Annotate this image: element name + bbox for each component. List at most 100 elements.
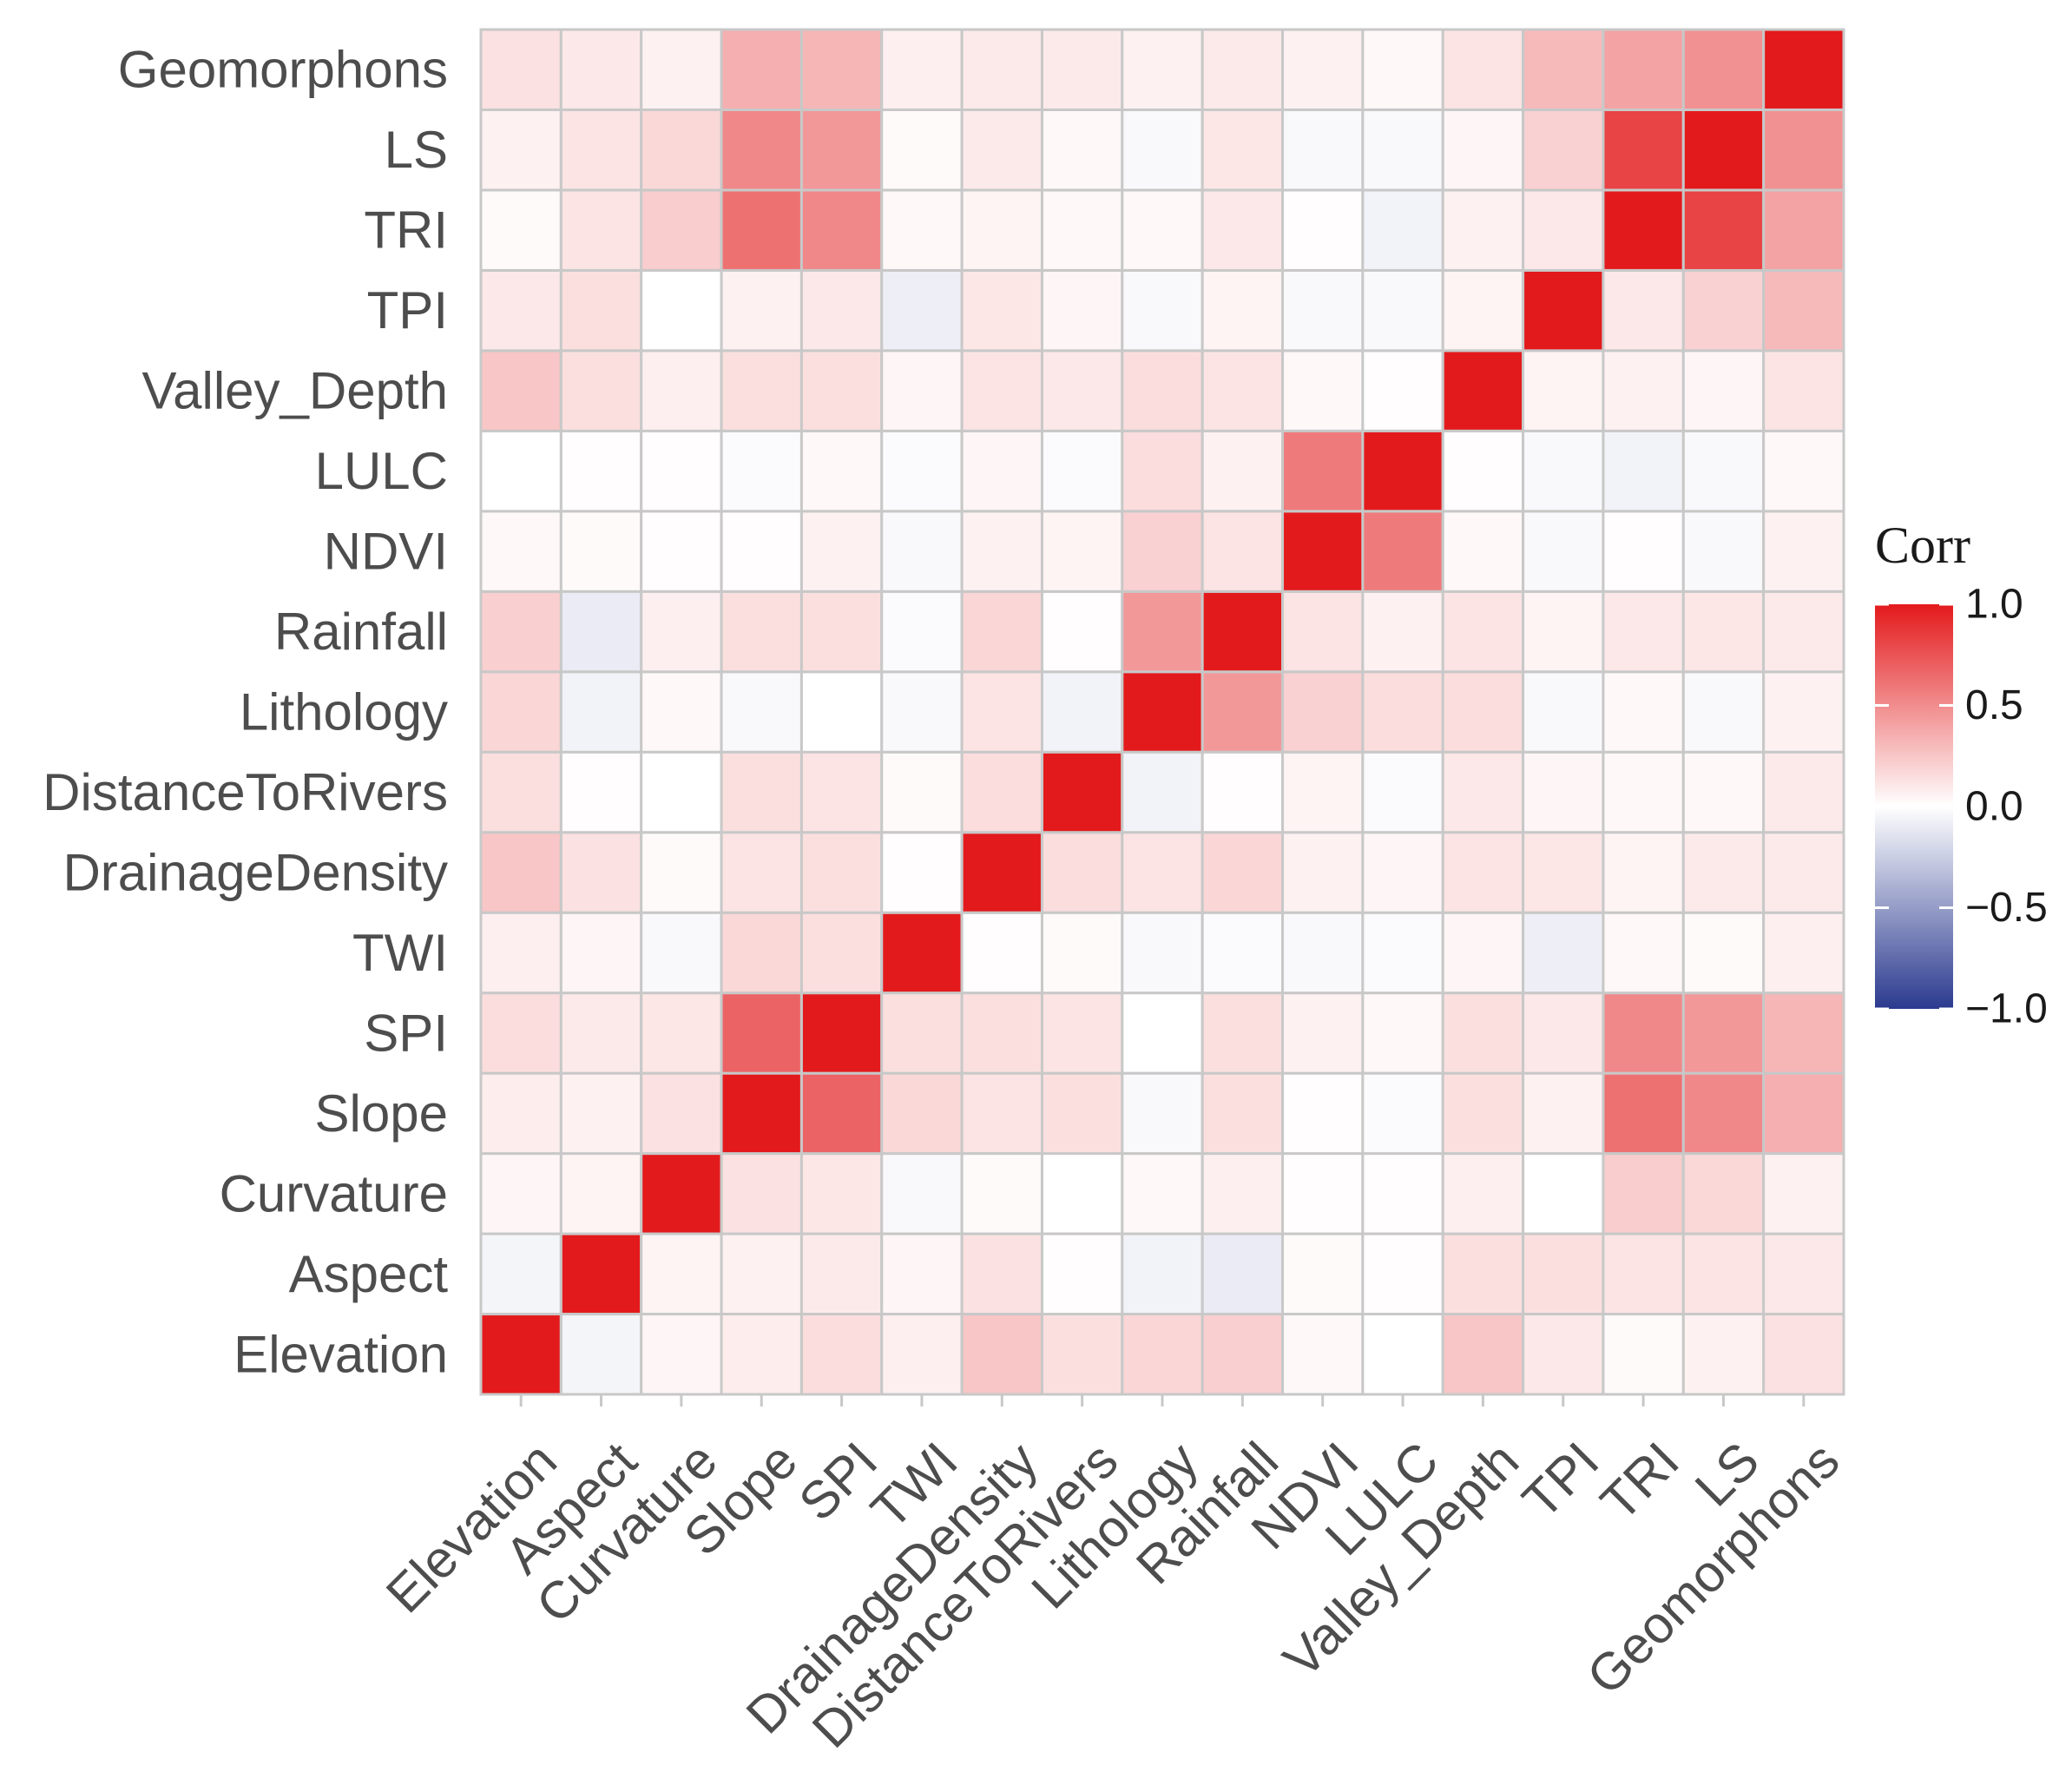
- heatmap-cell-aspect-lithology: [559, 670, 643, 754]
- y-tick-label-elevation: Elevation: [234, 1325, 448, 1383]
- heatmap-cell-lulc-twi: [1361, 911, 1444, 995]
- heatmap-cell-slope-twi: [720, 911, 803, 995]
- heatmap-cell-curvature-ndvi: [640, 510, 723, 593]
- heatmap-cell-tpi-spi: [1522, 992, 1605, 1075]
- heatmap-cell-tri-ndvi: [1602, 510, 1685, 593]
- heatmap-cell-rainfall-geomorphons: [1201, 28, 1285, 111]
- heatmap-cell-rainfall-ndvi: [1201, 510, 1285, 593]
- heatmap-cell-valley_depth-drainagedensity: [1441, 831, 1525, 914]
- heatmap-cell-rainfall-spi: [1201, 992, 1285, 1075]
- y-tick-label-twi: TWI: [352, 924, 448, 982]
- heatmap-cell-valley_depth-geomorphons: [1441, 28, 1525, 111]
- heatmap-cell-aspect-distancetorivers: [559, 750, 643, 834]
- heatmap-cell-lithology-tri: [1121, 188, 1204, 272]
- heatmap-cell-geomorphons-tpi: [1762, 268, 1845, 352]
- heatmap-cell-tpi-aspect: [1522, 1232, 1605, 1316]
- heatmap-cell-aspect-aspect: [559, 1232, 643, 1316]
- heatmap-cell-spi-distancetorivers: [799, 750, 884, 834]
- heatmap-cell-distancetorivers-drainagedensity: [1040, 831, 1124, 914]
- y-tick-label-rainfall: Rainfall: [274, 603, 448, 661]
- heatmap-cell-curvature-drainagedensity: [640, 831, 723, 914]
- heatmap-cell-tpi-twi: [1522, 911, 1605, 995]
- heatmap-cell-lulc-aspect: [1361, 1232, 1444, 1316]
- y-tick-label-spi: SPI: [364, 1004, 448, 1062]
- heatmap-cell-twi-rainfall: [880, 590, 964, 674]
- heatmap-cell-slope-curvature: [720, 1152, 803, 1235]
- heatmap-cell-spi-lulc: [799, 429, 884, 513]
- heatmap-cell-tpi-lulc: [1522, 429, 1605, 513]
- heatmap-cell-valley_depth-lulc: [1441, 429, 1525, 513]
- heatmap-cell-rainfall-lithology: [1201, 670, 1285, 754]
- heatmap-cell-curvature-twi: [640, 911, 723, 995]
- heatmap-cell-geomorphons-geomorphons: [1762, 28, 1845, 111]
- heatmap-cell-geomorphons-drainagedensity: [1762, 831, 1845, 914]
- heatmap-cell-ndvi-elevation: [1281, 1313, 1365, 1396]
- heatmap-cell-lithology-valley_depth: [1121, 349, 1204, 432]
- y-tick-label-ls: LS: [385, 121, 448, 179]
- heatmap-cell-elevation-geomorphons: [479, 28, 562, 111]
- heatmap-cell-rainfall-distancetorivers: [1201, 750, 1285, 834]
- heatmap-cell-distancetorivers-tpi: [1040, 268, 1124, 352]
- heatmap-cell-aspect-curvature: [559, 1152, 643, 1235]
- heatmap-cell-twi-tpi: [880, 268, 964, 352]
- heatmap-cell-valley_depth-curvature: [1441, 1152, 1525, 1235]
- legend-tick-label: −0.5: [1965, 885, 2048, 931]
- heatmap-cell-slope-elevation: [720, 1313, 803, 1396]
- heatmap-cell-tri-geomorphons: [1602, 28, 1685, 111]
- heatmap-cell-ls-slope: [1681, 1071, 1766, 1156]
- heatmap-cell-spi-ls: [799, 108, 884, 192]
- heatmap-cell-distancetorivers-curvature: [1040, 1152, 1124, 1235]
- heatmap-cell-distancetorivers-elevation: [1040, 1313, 1124, 1396]
- heatmap-cell-slope-lithology: [720, 670, 803, 754]
- heatmap-cell-tpi-ndvi: [1522, 510, 1605, 593]
- heatmap-cell-geomorphons-twi: [1762, 911, 1845, 995]
- heatmap-cell-distancetorivers-geomorphons: [1040, 28, 1124, 111]
- heatmap-cell-ls-ndvi: [1681, 510, 1766, 593]
- heatmap-cell-lulc-spi: [1361, 992, 1444, 1075]
- heatmap-cell-tri-elevation: [1602, 1313, 1685, 1396]
- legend-title: Corr: [1875, 517, 1970, 574]
- heatmap-cell-slope-lulc: [720, 429, 803, 513]
- heatmap-cell-tri-tpi: [1602, 268, 1685, 352]
- heatmap-cell-ndvi-drainagedensity: [1281, 831, 1365, 914]
- heatmap-cell-distancetorivers-slope: [1040, 1071, 1124, 1156]
- heatmap-cell-lithology-twi: [1121, 911, 1204, 995]
- heatmap-cell-slope-rainfall: [720, 590, 803, 674]
- heatmap-cell-tri-ls: [1602, 108, 1685, 192]
- heatmap-cell-ls-spi: [1681, 992, 1766, 1075]
- heatmap-cell-slope-ls: [720, 108, 803, 192]
- heatmap-cell-elevation-tri: [479, 188, 562, 272]
- heatmap-cell-lithology-drainagedensity: [1121, 831, 1204, 914]
- heatmap-cell-rainfall-valley_depth: [1201, 349, 1285, 432]
- heatmap-cell-drainagedensity-distancetorivers: [960, 750, 1043, 834]
- heatmap-cell-tpi-tpi: [1522, 268, 1605, 352]
- heatmap-cell-spi-drainagedensity: [799, 831, 884, 914]
- heatmap-cell-spi-tpi: [799, 268, 884, 352]
- heatmap-cell-curvature-lulc: [640, 429, 723, 513]
- heatmap-cell-tpi-elevation: [1522, 1313, 1605, 1396]
- color-legend: Corr 1.0 0.5 0.0 −0.5 −1.0: [1875, 517, 2048, 1032]
- heatmap-cell-ls-aspect: [1681, 1232, 1766, 1316]
- heatmap-cell-valley_depth-elevation: [1441, 1313, 1525, 1396]
- heatmap-cell-spi-aspect: [799, 1232, 884, 1316]
- heatmap-cell-geomorphons-curvature: [1762, 1152, 1845, 1235]
- heatmap-cell-valley_depth-tri: [1441, 188, 1525, 272]
- heatmap-cell-elevation-curvature: [479, 1152, 562, 1235]
- heatmap-cell-drainagedensity-valley_depth: [960, 349, 1043, 432]
- heatmap-cell-drainagedensity-rainfall: [960, 590, 1043, 674]
- heatmap-cell-drainagedensity-slope: [960, 1071, 1043, 1156]
- heatmap-cell-elevation-ls: [479, 108, 562, 192]
- heatmap-cell-tpi-rainfall: [1522, 590, 1605, 674]
- heatmap-cell-distancetorivers-twi: [1040, 911, 1124, 995]
- heatmap-cell-twi-lulc: [880, 429, 964, 513]
- heatmap-cell-lithology-lulc: [1121, 429, 1204, 513]
- y-tick-label-lulc: LULC: [315, 442, 448, 500]
- heatmap-cell-spi-lithology: [799, 670, 884, 754]
- heatmap-cell-ls-valley_depth: [1681, 349, 1766, 432]
- heatmap-cell-ls-lulc: [1681, 429, 1766, 513]
- heatmap-cell-drainagedensity-aspect: [960, 1232, 1043, 1316]
- heatmap-cell-drainagedensity-twi: [960, 911, 1043, 995]
- heatmap-cell-twi-lithology: [880, 670, 964, 754]
- heatmap-cell-tri-curvature: [1602, 1152, 1685, 1235]
- heatmap-cell-lulc-ls: [1361, 108, 1444, 192]
